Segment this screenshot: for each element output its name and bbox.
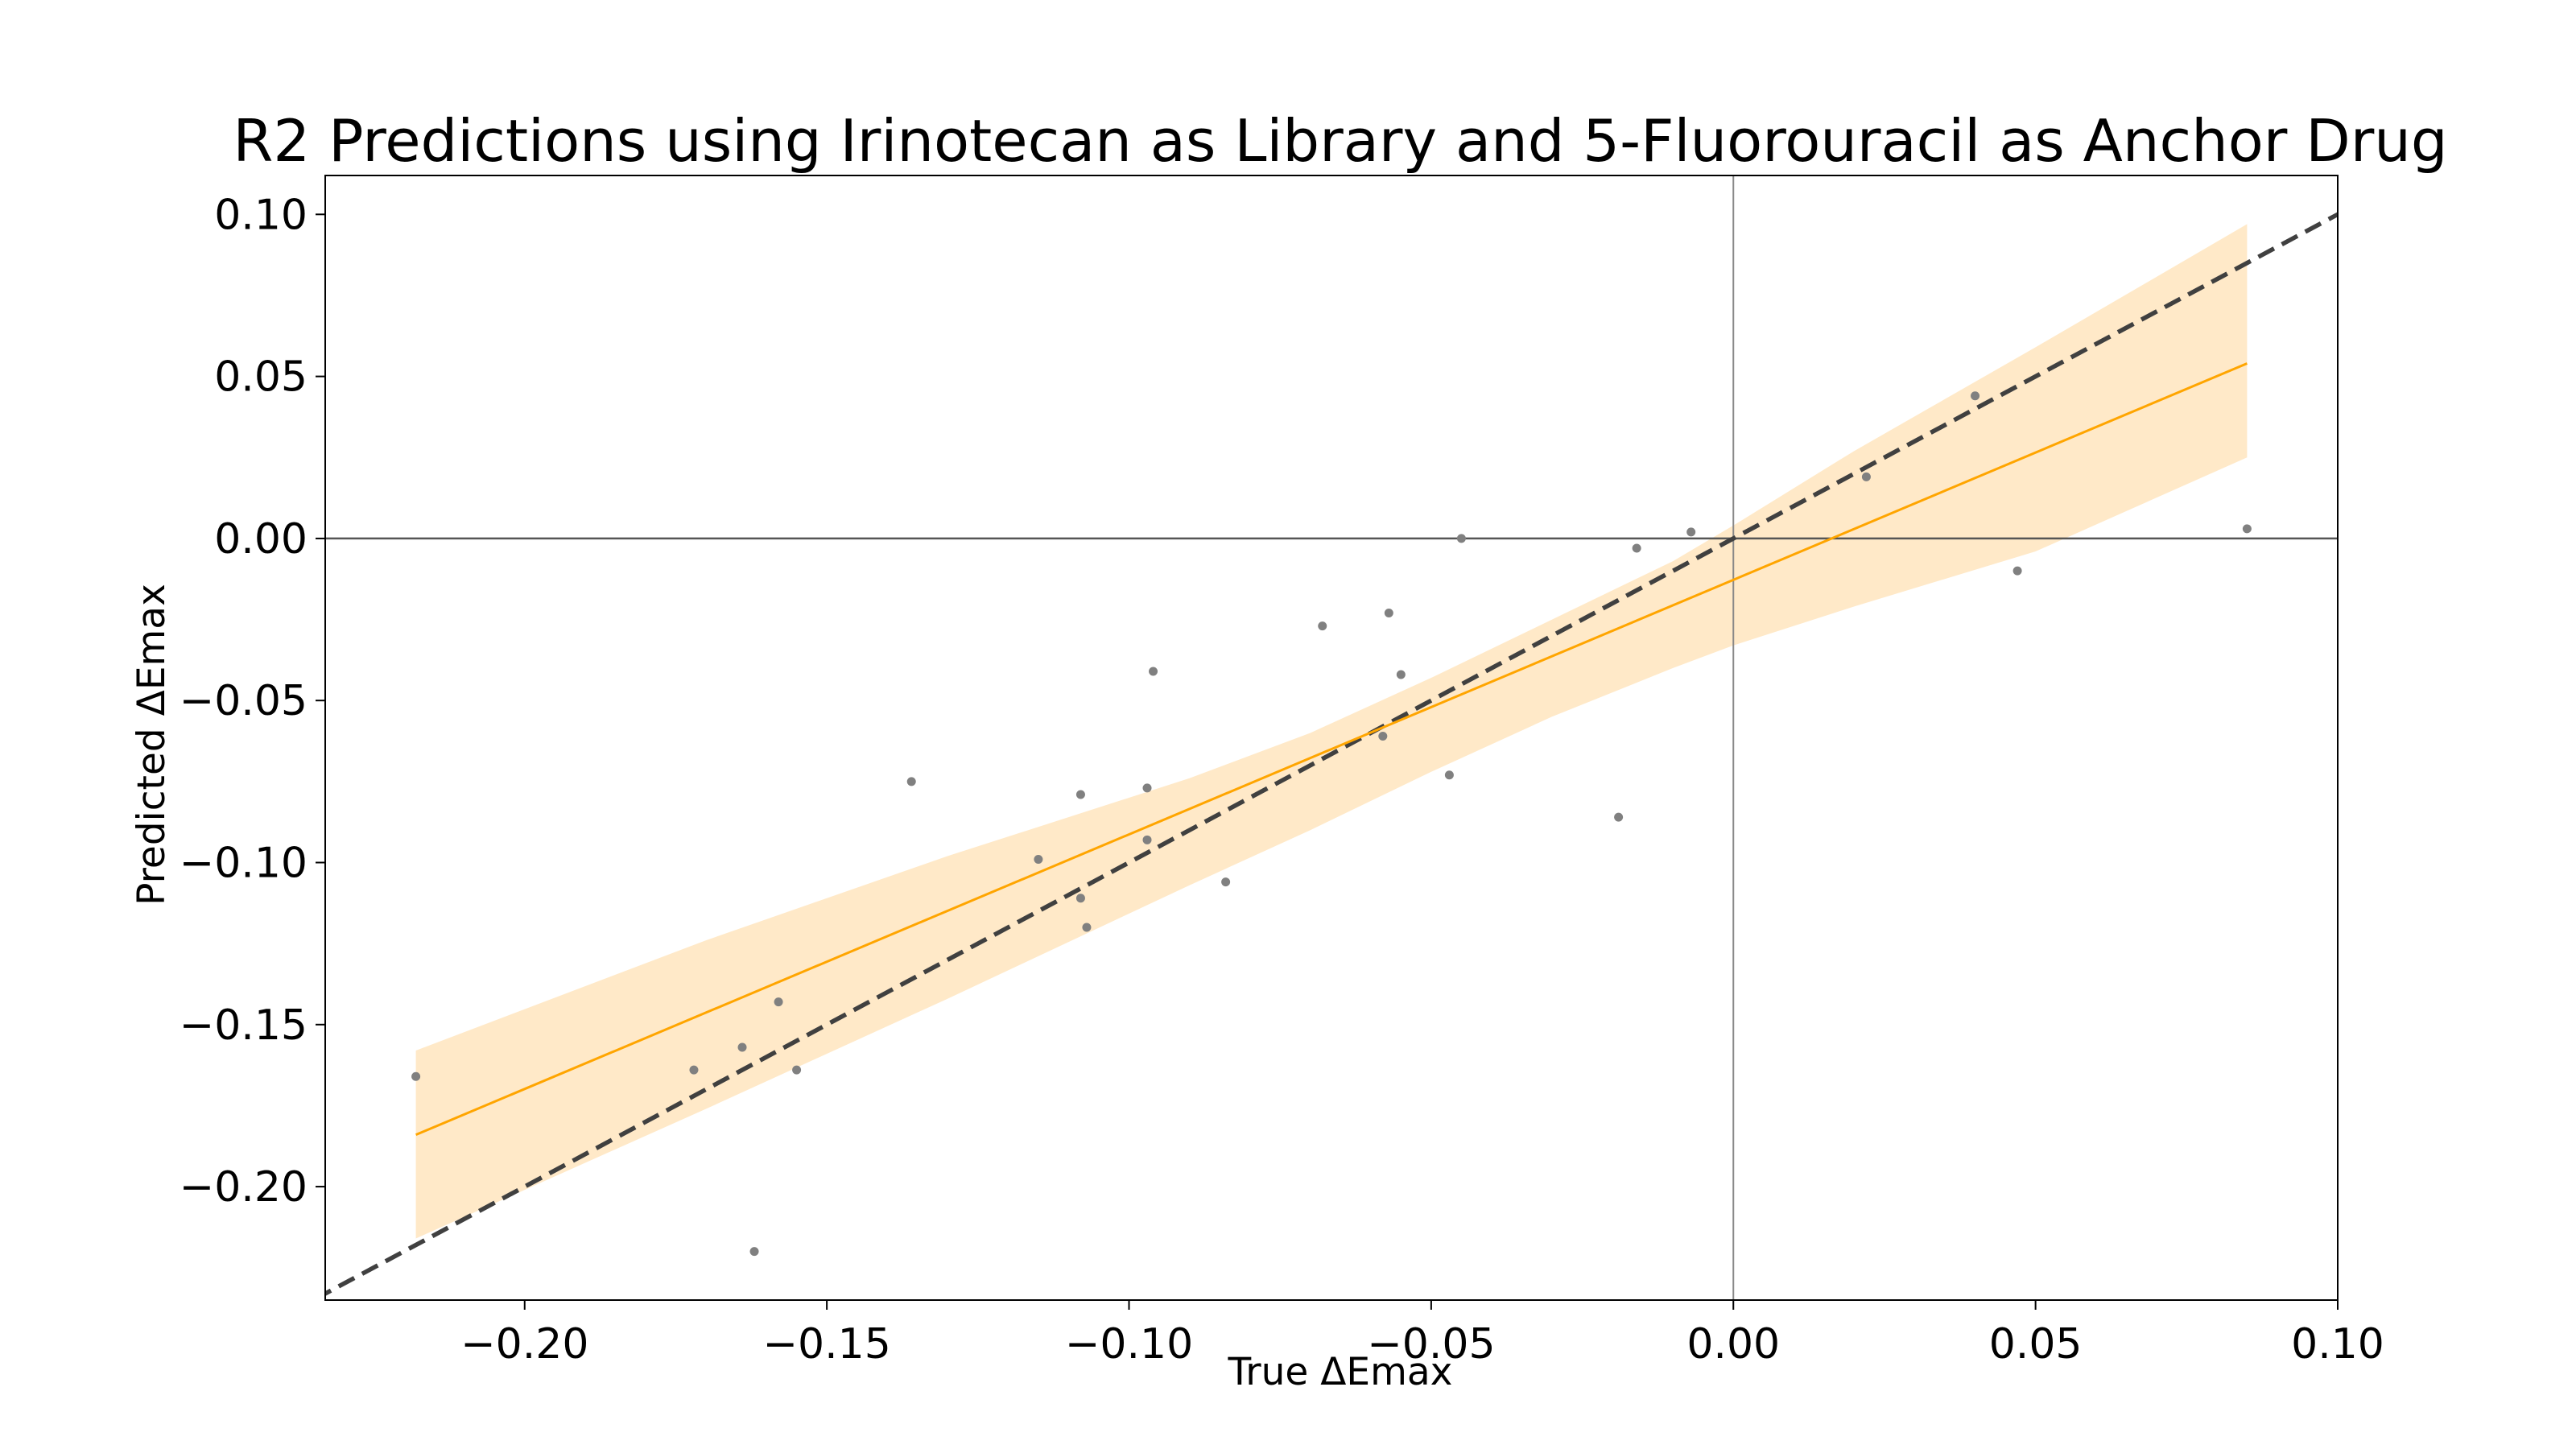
- data-point: [1082, 923, 1092, 932]
- data-point: [1034, 854, 1043, 864]
- y-tick-label: −0.20: [180, 1163, 308, 1212]
- data-point: [1456, 534, 1466, 543]
- data-point: [1142, 835, 1152, 844]
- data-point: [1971, 391, 1980, 401]
- x-tick-label: −0.20: [460, 1320, 588, 1368]
- data-point: [1142, 783, 1152, 793]
- data-point: [1075, 894, 1085, 903]
- data-point: [1318, 621, 1327, 631]
- x-tick-label: −0.15: [762, 1320, 890, 1368]
- data-point: [792, 1065, 802, 1075]
- data-point: [1384, 609, 1393, 618]
- data-point: [1444, 770, 1454, 780]
- y-tick-label: 0.05: [214, 353, 308, 402]
- plot-frame: [324, 175, 2339, 1301]
- data-point: [2242, 524, 2252, 534]
- x-axis-label: True ΔEmax: [1227, 1350, 1452, 1394]
- y-tick-label: 0.10: [214, 191, 308, 239]
- data-point: [1221, 877, 1231, 887]
- identity-line: [325, 212, 2338, 1297]
- data-point: [1149, 667, 1158, 676]
- x-axis: −0.20 −0.15 −0.10 −0.05 0.00 0.05 0.10: [460, 1300, 2384, 1368]
- x-tick-label: 0.00: [1686, 1320, 1780, 1368]
- y-tick-label: −0.15: [180, 1001, 308, 1050]
- data-point: [1686, 527, 1696, 537]
- data-point: [1861, 472, 1871, 481]
- chart-title: R2 Predictions using Irinotecan as Libra…: [233, 107, 2447, 175]
- x-tick-label: −0.05: [1367, 1320, 1495, 1368]
- plot-area: [325, 175, 2338, 1300]
- confidence-band: [415, 224, 2248, 1239]
- data-point: [689, 1065, 699, 1075]
- x-tick-label: 0.05: [1989, 1320, 2083, 1368]
- data-point: [749, 1247, 759, 1257]
- data-point: [906, 777, 916, 786]
- x-tick-label: 0.10: [2291, 1320, 2384, 1368]
- y-tick-label: 0.00: [214, 515, 308, 564]
- data-point: [1632, 543, 1641, 553]
- data-point: [1378, 731, 1388, 741]
- y-tick-label: −0.05: [180, 677, 308, 725]
- data-point: [737, 1042, 747, 1052]
- x-tick-label: −0.10: [1065, 1320, 1193, 1368]
- data-point: [774, 997, 783, 1007]
- data-point: [411, 1071, 421, 1081]
- y-axis-label: Predicted ΔEmax: [130, 584, 174, 906]
- y-tick-label: −0.10: [180, 839, 308, 887]
- data-point: [1396, 670, 1406, 679]
- regression-line: [415, 362, 2248, 1137]
- y-axis: −0.20 −0.15 −0.10 −0.05 0.00 0.05 0.10: [180, 191, 325, 1212]
- data-point: [1614, 812, 1624, 822]
- data-point: [1075, 790, 1085, 799]
- data-point: [2013, 566, 2022, 576]
